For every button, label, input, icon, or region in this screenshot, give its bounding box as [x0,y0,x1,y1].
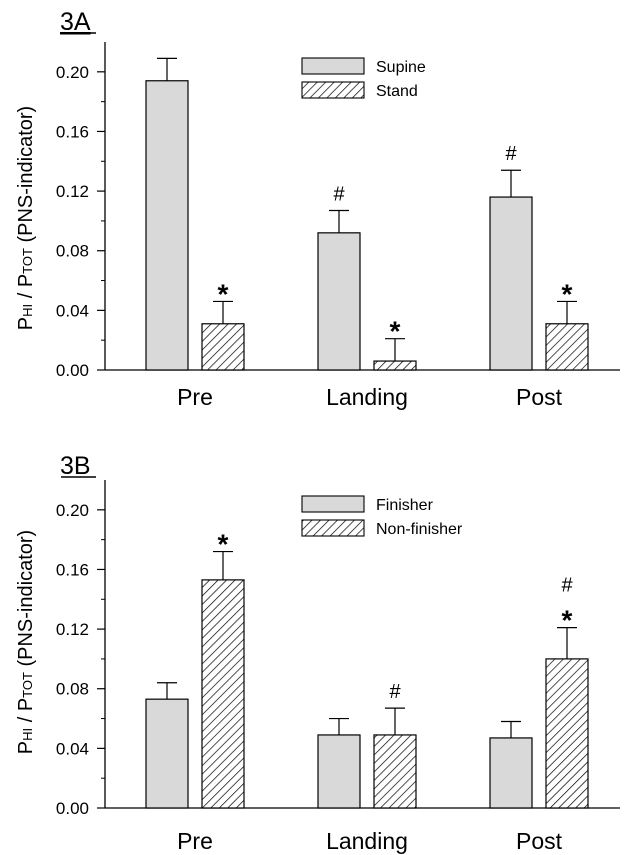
panel-label-3a: 3A [60,8,91,36]
significance-star: * [562,278,573,309]
y-tick-label: 0.00 [56,361,89,380]
y-tick-label: 0.20 [56,501,89,520]
significance-hash: # [561,575,573,597]
legend-swatch [301,519,365,537]
x-tick-label: Post [516,828,563,854]
y-tick-label: 0.00 [56,799,89,818]
y-tick-label: 0.08 [56,680,89,699]
bar [489,737,533,809]
bar [545,658,589,809]
panel-3a: 3A PHI / PTOT (PNS-indicator) 0.00 0.04 0.… [15,8,620,410]
x-tick-label: Landing [326,828,408,854]
x-tick-label: Post [516,384,563,410]
bar [545,323,589,371]
legend-swatch [301,57,365,75]
y-tick-label: 0.12 [56,182,89,201]
y-tick-label: 0.12 [56,620,89,639]
y-axis-label-3b: PHI / PTOT (PNS-indicator) [15,530,37,754]
bar [317,734,361,809]
bar [145,80,189,371]
y-tick-label: 0.08 [56,242,89,261]
x-tick-label: Pre [177,828,213,854]
significance-star: * [562,605,573,636]
significance-hash: # [389,681,401,703]
significance-star: * [218,278,229,309]
y-tick-label: 0.20 [56,63,89,82]
bar [201,579,245,809]
bar [373,734,417,809]
legend-label: Stand [376,83,418,100]
y-tick-label: 0.16 [56,560,89,579]
x-tick-label: Landing [326,384,408,410]
x-tick-label: Pre [177,384,213,410]
legend-label: Non-finisher [376,521,463,538]
legend-label: Supine [376,59,426,76]
bar [201,323,245,371]
significance-hash: # [333,183,345,205]
y-axis-label-3a: PHI / PTOT (PNS-indicator) [15,106,37,330]
legend-swatch [301,495,365,513]
bar [373,360,417,371]
legend-swatch [301,81,365,99]
bar [489,196,533,371]
bar [317,232,361,371]
bar [145,698,189,809]
panel-3b: 3B PHI / PTOT (PNS-indicator) 0.00 0.04 0.… [15,452,620,854]
y-tick-label: 0.16 [56,122,89,141]
legend-label: Finisher [376,497,434,514]
y-tick-label: 0.04 [56,301,89,320]
significance-star: * [218,529,229,560]
significance-star: * [390,316,401,347]
significance-hash: # [505,143,517,165]
y-tick-label: 0.04 [56,739,89,758]
panel-label-3b: 3B [60,452,91,480]
